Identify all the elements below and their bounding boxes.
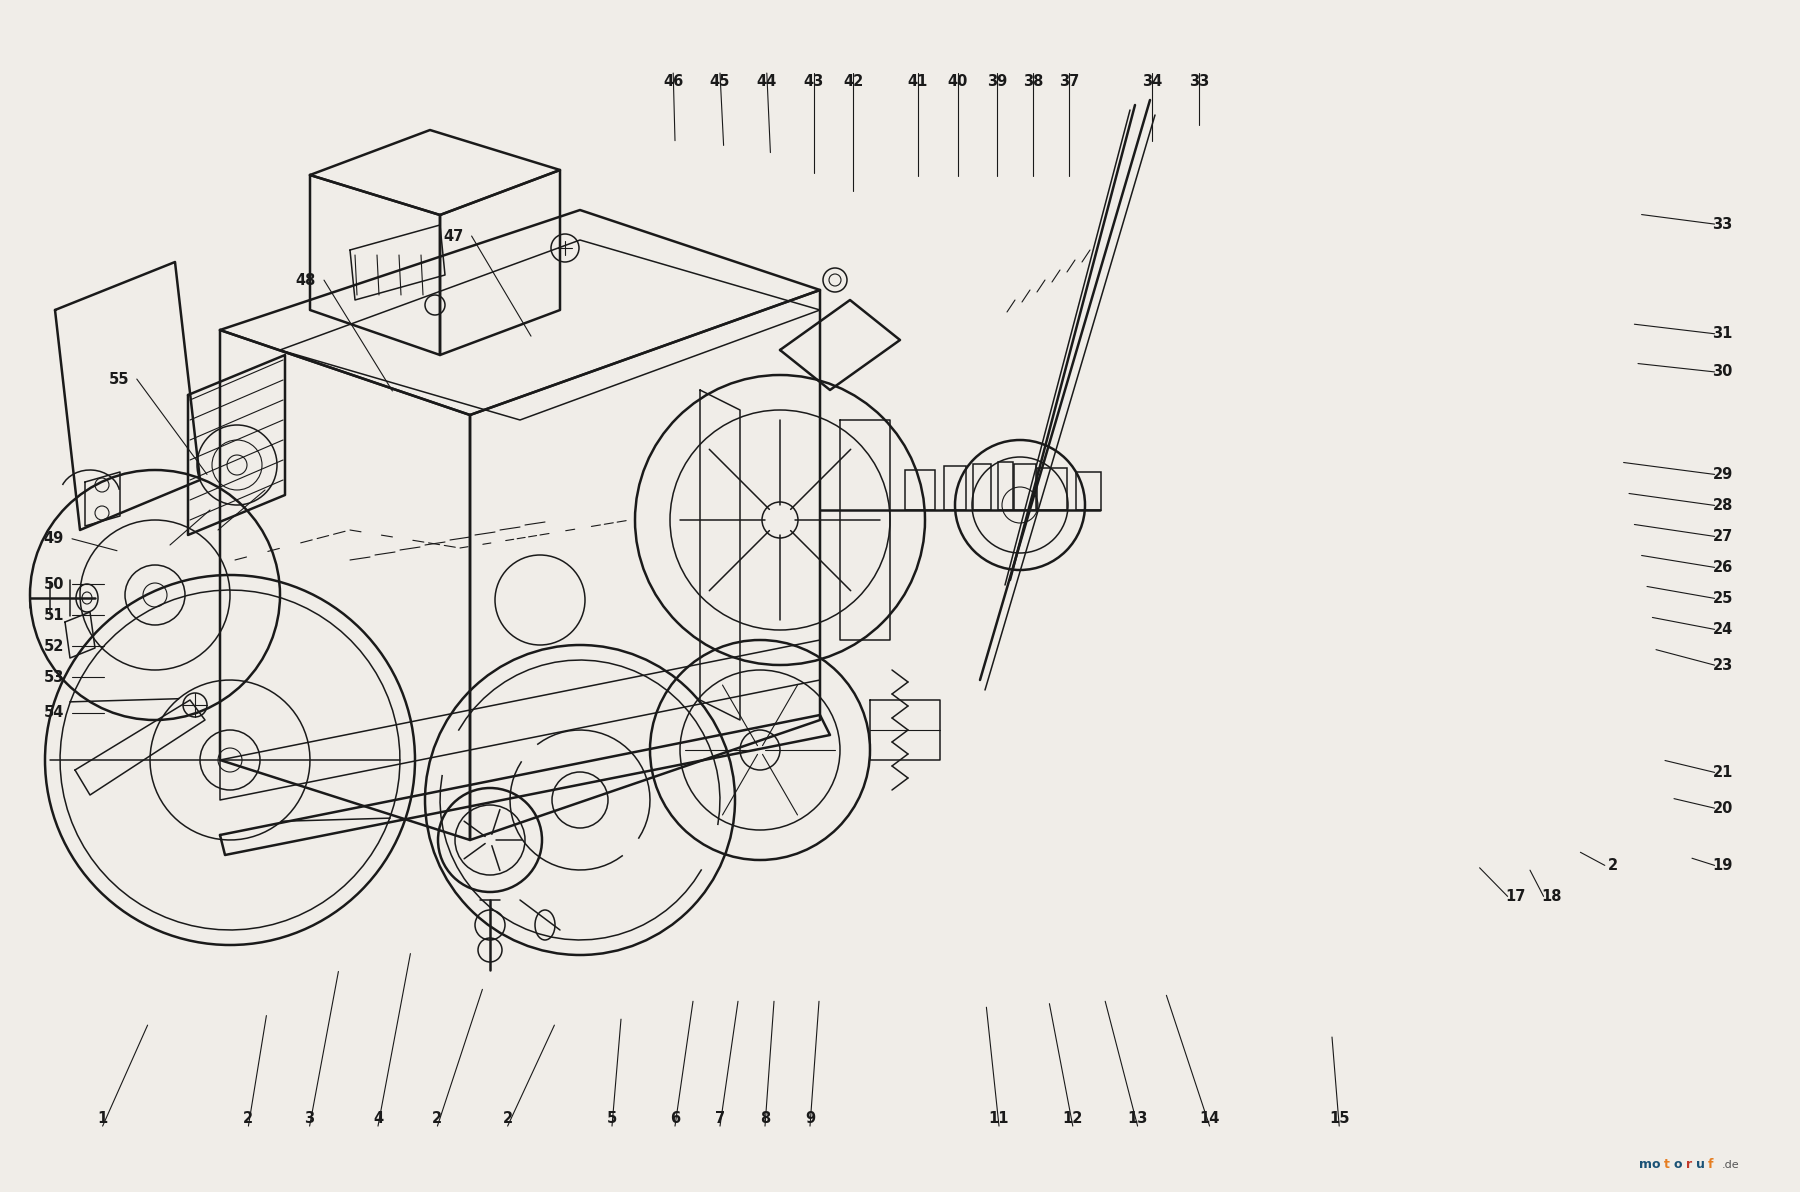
- Bar: [997, 462, 1013, 510]
- Text: 54: 54: [43, 706, 65, 720]
- Text: 46: 46: [662, 74, 684, 88]
- Text: 52: 52: [43, 639, 65, 653]
- Text: 33: 33: [1712, 217, 1733, 231]
- Text: 40: 40: [947, 74, 968, 88]
- Text: 12: 12: [1062, 1111, 1084, 1125]
- Text: 1: 1: [97, 1111, 108, 1125]
- Text: 24: 24: [1712, 622, 1733, 637]
- Text: 48: 48: [295, 273, 317, 287]
- Text: 30: 30: [1712, 365, 1733, 379]
- Text: 6: 6: [670, 1111, 680, 1125]
- Text: 4: 4: [373, 1111, 383, 1125]
- Text: 18: 18: [1541, 889, 1562, 904]
- Text: 2: 2: [432, 1111, 443, 1125]
- Text: 5: 5: [607, 1111, 617, 1125]
- Text: 21: 21: [1712, 765, 1733, 780]
- Bar: [974, 464, 992, 510]
- Text: o: o: [1674, 1159, 1683, 1172]
- Text: t: t: [1663, 1159, 1670, 1172]
- Text: 17: 17: [1505, 889, 1526, 904]
- Text: 20: 20: [1712, 801, 1733, 815]
- Text: 37: 37: [1058, 74, 1080, 88]
- Text: 7: 7: [715, 1111, 725, 1125]
- Text: 51: 51: [43, 608, 65, 622]
- Text: 38: 38: [1022, 74, 1044, 88]
- Text: o: o: [1652, 1159, 1660, 1172]
- Text: 11: 11: [988, 1111, 1010, 1125]
- Text: f: f: [1708, 1159, 1714, 1172]
- Text: 50: 50: [43, 577, 65, 591]
- Text: 41: 41: [907, 74, 929, 88]
- Text: 45: 45: [709, 74, 731, 88]
- Bar: [1013, 464, 1037, 510]
- Bar: [1076, 472, 1102, 510]
- Text: 39: 39: [986, 74, 1008, 88]
- Text: m: m: [1638, 1159, 1652, 1172]
- Text: 31: 31: [1712, 327, 1733, 341]
- Text: 15: 15: [1328, 1111, 1350, 1125]
- Text: 26: 26: [1712, 560, 1733, 575]
- Text: 2: 2: [502, 1111, 513, 1125]
- Text: 3: 3: [304, 1111, 315, 1125]
- Text: 23: 23: [1712, 658, 1733, 672]
- Text: 19: 19: [1712, 858, 1733, 873]
- Text: 33: 33: [1188, 74, 1210, 88]
- Text: 49: 49: [43, 532, 65, 546]
- Text: u: u: [1696, 1159, 1705, 1172]
- Text: 47: 47: [443, 229, 464, 243]
- Text: 55: 55: [108, 372, 130, 386]
- Text: 25: 25: [1712, 591, 1733, 606]
- Text: 9: 9: [805, 1111, 815, 1125]
- Text: 8: 8: [760, 1111, 770, 1125]
- Text: 2: 2: [243, 1111, 254, 1125]
- Text: 34: 34: [1141, 74, 1163, 88]
- Text: 42: 42: [842, 74, 864, 88]
- Bar: [943, 466, 967, 510]
- Text: 44: 44: [756, 74, 778, 88]
- Text: 14: 14: [1199, 1111, 1220, 1125]
- Text: 13: 13: [1127, 1111, 1148, 1125]
- Bar: [905, 470, 934, 510]
- Text: 2: 2: [1607, 858, 1618, 873]
- Text: 53: 53: [43, 670, 65, 684]
- Text: 29: 29: [1712, 467, 1733, 482]
- Text: .de: .de: [1723, 1160, 1739, 1171]
- Text: 27: 27: [1712, 529, 1733, 544]
- Text: 43: 43: [803, 74, 824, 88]
- Text: 28: 28: [1712, 498, 1733, 513]
- Text: r: r: [1687, 1159, 1692, 1172]
- Bar: [1037, 468, 1067, 510]
